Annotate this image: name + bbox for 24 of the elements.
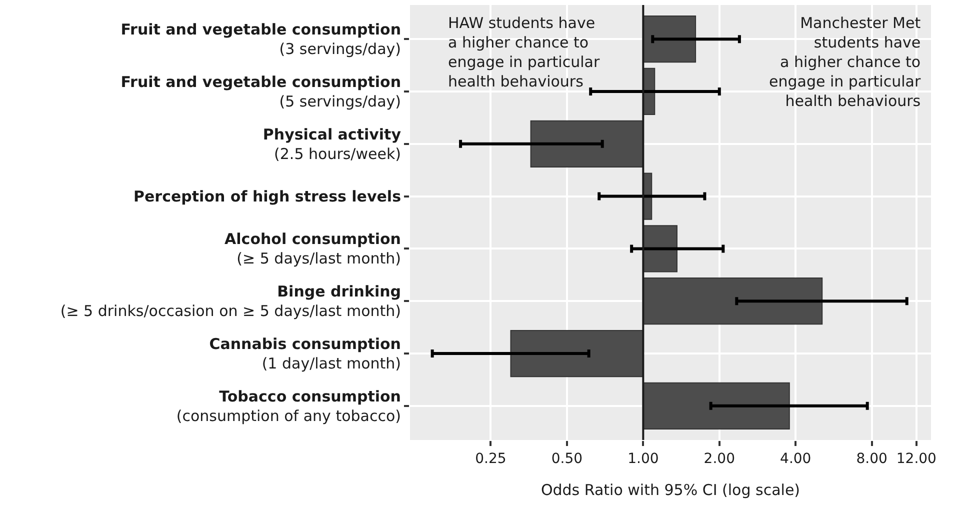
bar	[642, 16, 696, 63]
annotation: Manchester Met students have a higher chance to engage in particular health behaviours	[769, 14, 922, 110]
x-tick-label: 12.00	[896, 450, 936, 467]
y-tick-label: Tobacco consumption (consumption of any tobacco)	[176, 387, 401, 425]
x-tick-label: 0.50	[551, 450, 583, 467]
x-tick-label: 4.00	[780, 450, 812, 467]
bar	[642, 225, 678, 272]
bar	[642, 382, 790, 430]
y-tick-label: Fruit and vegetable consumption (5 servings/day)	[120, 72, 401, 110]
y-tick-label: Cannabis consumption (1 day/last month)	[209, 335, 401, 373]
y-tick-label: Physical activity (2.5 hours/week)	[262, 125, 402, 163]
x-tick-label: 1.00	[628, 450, 659, 467]
x-tick-label: 2.00	[704, 450, 735, 467]
bar	[642, 278, 823, 325]
x-tick-label: 0.25	[475, 450, 506, 467]
annotation: HAW students have a higher chance to engage in particular health behaviours	[448, 14, 600, 90]
y-tick-label: Binge drinking (≥ 5 drinks/occasion on ≥ 5 days/last month)	[60, 282, 401, 320]
x-axis-title: Odds Ratio with 95% CI (log scale)	[540, 480, 800, 499]
bar	[530, 120, 644, 168]
y-tick-label: Alcohol consumption (≥ 5 days/last month)	[224, 230, 401, 268]
y-tick-label: Fruit and vegetable consumption (3 servings/day)	[120, 20, 401, 58]
x-tick-label: 8.00	[856, 450, 888, 467]
bar	[510, 330, 644, 378]
y-tick-label: Perception of high stress levels	[134, 188, 402, 206]
